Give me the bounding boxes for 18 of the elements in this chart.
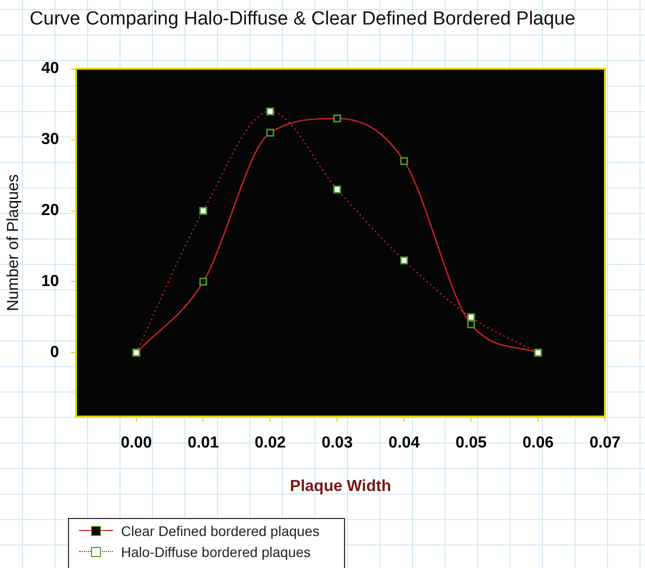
- legend-label: Clear Defined bordered plaques: [121, 522, 320, 538]
- legend-label: Halo-Diffuse bordered plaques: [121, 544, 311, 560]
- x-tick-label: 0.02: [254, 434, 286, 452]
- y-axis-title: Number of Plaques: [5, 174, 22, 312]
- y-tick-label: 40: [41, 60, 60, 78]
- x-axis-title: Plaque Width: [290, 478, 392, 495]
- x-tick-label: 0.07: [589, 434, 621, 452]
- y-tick-label: 0: [50, 344, 60, 362]
- y-tick-label: 30: [41, 131, 60, 148]
- x-tick-label: 0.05: [456, 434, 487, 452]
- x-tick-label: 0.01: [188, 434, 219, 452]
- x-tick-label: 0.04: [388, 434, 420, 452]
- chart-title: Curve Comparing Halo-Diffuse & Clear Defined Bordered Plaque: [30, 8, 576, 30]
- x-tick-label: 0.06: [522, 434, 554, 452]
- y-tick-label: 10: [41, 273, 60, 290]
- x-tick-label: 0.03: [322, 434, 353, 452]
- x-tick-label: 0.00: [120, 434, 152, 452]
- y-tick-label: 20: [41, 202, 60, 220]
